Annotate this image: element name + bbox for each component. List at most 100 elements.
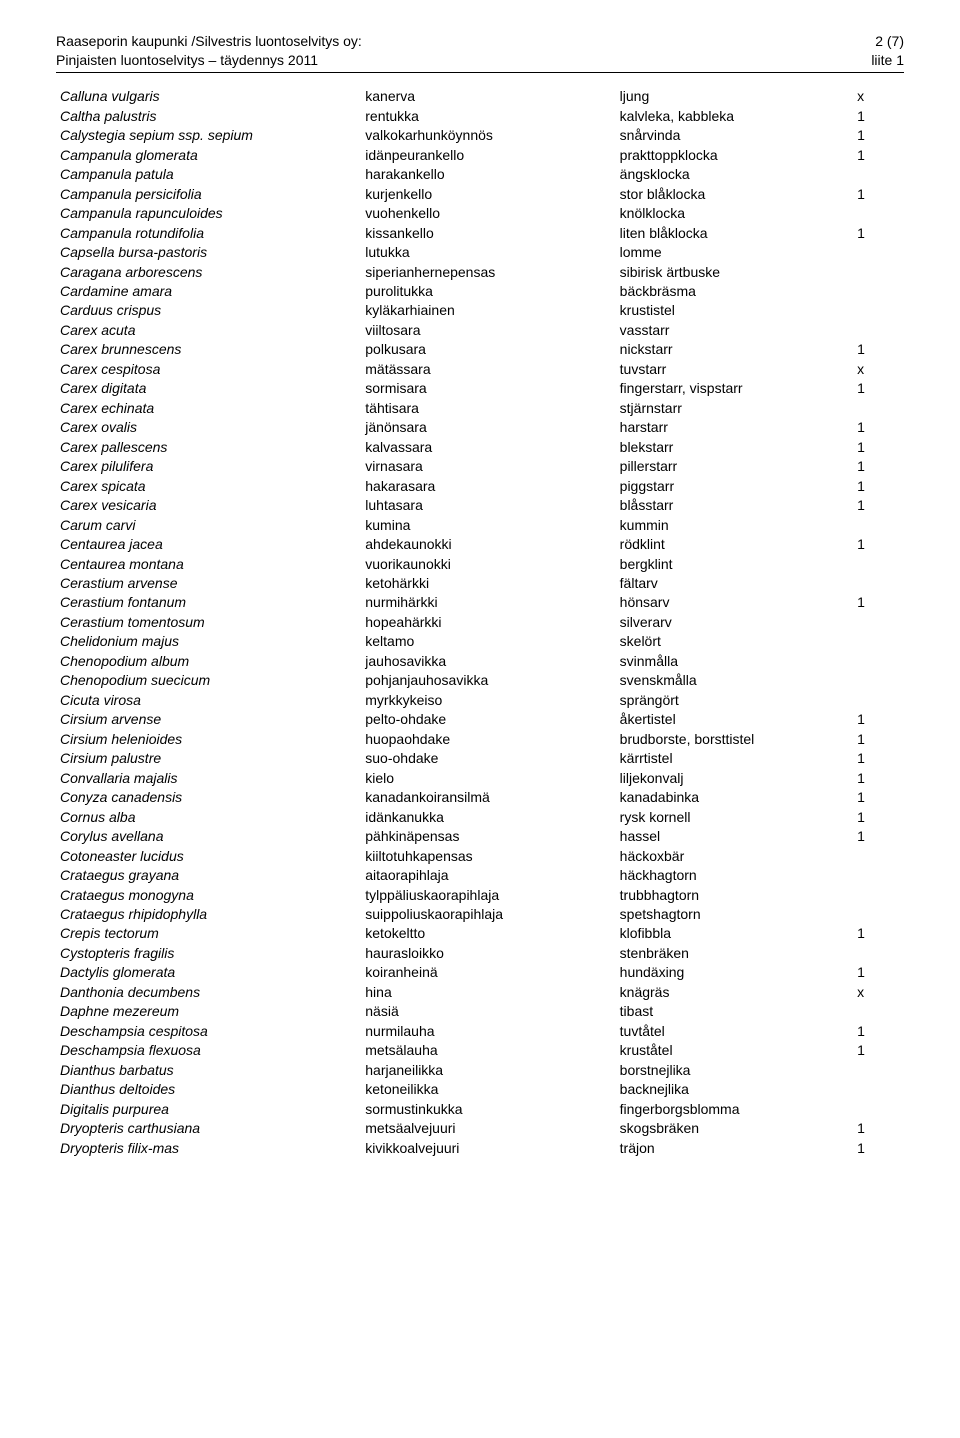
cell-mark: 1 — [853, 457, 904, 476]
cell-mark: 1 — [853, 807, 904, 826]
cell-mark — [853, 690, 904, 709]
cell-mark: 1 — [853, 1021, 904, 1040]
cell-finnish: luhtasara — [361, 496, 615, 515]
cell-swedish: kruståtel — [616, 1041, 853, 1060]
header-left-block: Raaseporin kaupunki /Silvestris luontose… — [56, 32, 362, 70]
cell-finnish: kivikkoalvejuuri — [361, 1138, 615, 1157]
cell-mark — [853, 301, 904, 320]
cell-scientific: Calystegia sepium ssp. sepium — [56, 126, 361, 145]
cell-swedish: fingerstarr, vispstarr — [616, 379, 853, 398]
cell-mark — [853, 320, 904, 339]
cell-swedish: ljung — [616, 87, 853, 106]
cell-mark — [853, 262, 904, 281]
cell-finnish: pähkinäpensas — [361, 827, 615, 846]
cell-swedish: hundäxing — [616, 963, 853, 982]
cell-finnish: sormisara — [361, 379, 615, 398]
table-row: Centaurea jaceaahdekaunokkirödklint1 — [56, 535, 904, 554]
cell-swedish: knägräs — [616, 982, 853, 1001]
cell-finnish: valkokarhunköynnös — [361, 126, 615, 145]
cell-swedish: vasstarr — [616, 320, 853, 339]
cell-scientific: Cirsium arvense — [56, 710, 361, 729]
cell-scientific: Deschampsia cespitosa — [56, 1021, 361, 1040]
cell-scientific: Deschampsia flexuosa — [56, 1041, 361, 1060]
cell-finnish: harjaneilikka — [361, 1060, 615, 1079]
cell-mark: 1 — [853, 145, 904, 164]
table-row: Campanula rapunculoidesvuohenkelloknölkl… — [56, 204, 904, 223]
cell-swedish: bergklint — [616, 554, 853, 573]
cell-mark — [853, 904, 904, 923]
cell-scientific: Carex brunnescens — [56, 340, 361, 359]
cell-swedish: bäckbräsma — [616, 281, 853, 300]
header-right-block: 2 (7) liite 1 — [871, 32, 904, 70]
cell-finnish: ahdekaunokki — [361, 535, 615, 554]
cell-swedish: borstnejlika — [616, 1060, 853, 1079]
cell-finnish: rentukka — [361, 106, 615, 125]
cell-finnish: mätässara — [361, 359, 615, 378]
cell-swedish: spetshagtorn — [616, 904, 853, 923]
cell-swedish: prakttoppklocka — [616, 145, 853, 164]
cell-swedish: blåsstarr — [616, 496, 853, 515]
cell-finnish: vuorikaunokki — [361, 554, 615, 573]
table-row: Centaurea montanavuorikaunokkibergklint — [56, 554, 904, 573]
cell-finnish: myrkkykeiso — [361, 690, 615, 709]
cell-mark: 1 — [853, 106, 904, 125]
cell-scientific: Carex spicata — [56, 476, 361, 495]
cell-mark: 1 — [853, 340, 904, 359]
cell-scientific: Carex pilulifera — [56, 457, 361, 476]
table-row: Campanula persicifoliakurjenkellostor bl… — [56, 184, 904, 203]
table-row: Chelidonium majuskeltamoskelört — [56, 632, 904, 651]
cell-finnish: koiranheinä — [361, 963, 615, 982]
cell-swedish: kärrtistel — [616, 749, 853, 768]
cell-mark: 1 — [853, 1119, 904, 1138]
cell-scientific: Campanula rotundifolia — [56, 223, 361, 242]
cell-swedish: liten blåklocka — [616, 223, 853, 242]
cell-mark — [853, 1002, 904, 1021]
cell-scientific: Carex ovalis — [56, 418, 361, 437]
cell-swedish: klofibbla — [616, 924, 853, 943]
cell-swedish: häckoxbär — [616, 846, 853, 865]
cell-scientific: Carex acuta — [56, 320, 361, 339]
cell-swedish: brudborste, borsttistel — [616, 729, 853, 748]
cell-scientific: Crataegus grayana — [56, 866, 361, 885]
cell-scientific: Carduus crispus — [56, 301, 361, 320]
cell-scientific: Carex echinata — [56, 398, 361, 417]
cell-swedish: nickstarr — [616, 340, 853, 359]
cell-mark — [853, 632, 904, 651]
species-table: Calluna vulgariskanervaljungxCaltha palu… — [56, 87, 904, 1158]
cell-swedish: snårvinda — [616, 126, 853, 145]
cell-scientific: Dryopteris carthusiana — [56, 1119, 361, 1138]
cell-scientific: Cirsium palustre — [56, 749, 361, 768]
cell-swedish: liljekonvalj — [616, 768, 853, 787]
cell-finnish: nurmilauha — [361, 1021, 615, 1040]
cell-scientific: Carex digitata — [56, 379, 361, 398]
cell-mark — [853, 204, 904, 223]
cell-finnish: virnasara — [361, 457, 615, 476]
cell-mark — [853, 243, 904, 262]
cell-finnish: metsälauha — [361, 1041, 615, 1060]
cell-swedish: tibast — [616, 1002, 853, 1021]
cell-swedish: rödklint — [616, 535, 853, 554]
cell-mark: x — [853, 87, 904, 106]
table-row: Calluna vulgariskanervaljungx — [56, 87, 904, 106]
table-row: Cerastium tomentosumhopeahärkkisilverarv — [56, 612, 904, 631]
cell-mark — [853, 1099, 904, 1118]
cell-swedish: rysk kornell — [616, 807, 853, 826]
cell-swedish: pillerstarr — [616, 457, 853, 476]
table-row: Dryopteris carthusianametsäalvejuuriskog… — [56, 1119, 904, 1138]
cell-mark: 1 — [853, 729, 904, 748]
cell-scientific: Campanula glomerata — [56, 145, 361, 164]
cell-mark — [853, 574, 904, 593]
cell-finnish: purolitukka — [361, 281, 615, 300]
cell-finnish: haurasloikko — [361, 943, 615, 962]
table-row: Carex spicatahakarasarapiggstarr1 — [56, 476, 904, 495]
cell-finnish: sormustinkukka — [361, 1099, 615, 1118]
cell-mark: 1 — [853, 827, 904, 846]
cell-scientific: Carex vesicaria — [56, 496, 361, 515]
cell-finnish: jänönsara — [361, 418, 615, 437]
cell-mark: 1 — [853, 924, 904, 943]
cell-scientific: Calluna vulgaris — [56, 87, 361, 106]
cell-finnish: viiltosara — [361, 320, 615, 339]
cell-finnish: polkusara — [361, 340, 615, 359]
cell-swedish: åkertistel — [616, 710, 853, 729]
table-row: Capsella bursa-pastorislutukkalomme — [56, 243, 904, 262]
